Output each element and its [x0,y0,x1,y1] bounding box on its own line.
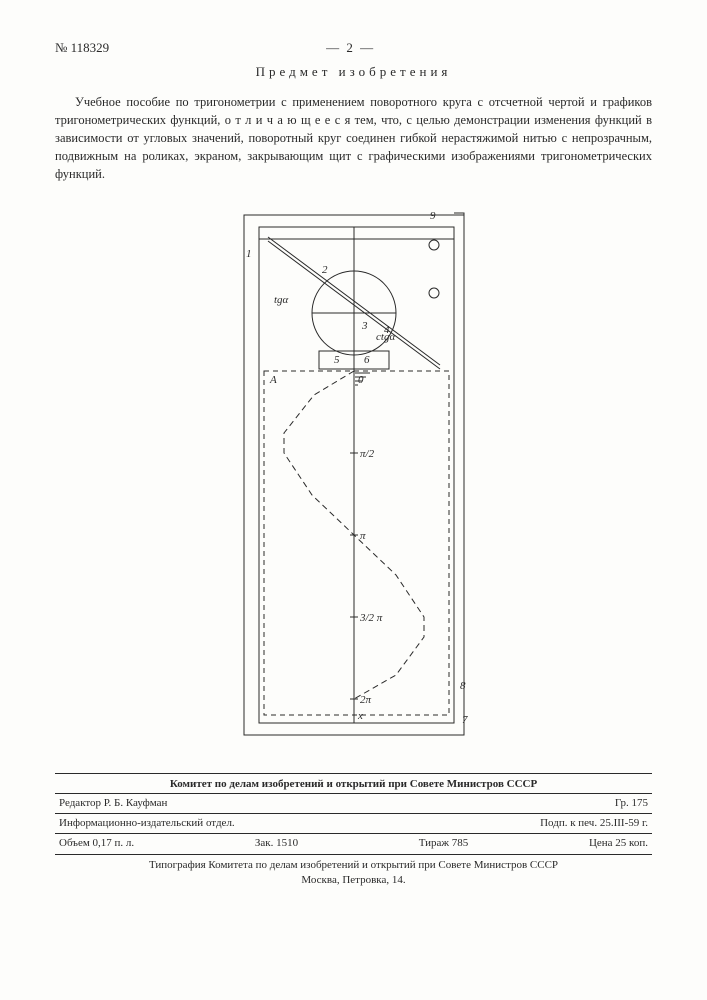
label-8: 8 [460,680,466,692]
print-date: Подп. к печ. 25.III-59 г. [540,816,648,831]
figure-diagram: tgα ctgα 1 2 3 4 5 6 7 8 9 A 0 π/2 π 3/2 [224,195,484,755]
body-paragraph: Учебное пособие по тригонометрии с приме… [55,93,652,184]
label-9: 9 [430,210,436,222]
label-2: 2 [322,264,328,276]
colophon: Комитет по делам изобретений и открытий … [55,773,652,888]
volume: Объем 0,17 п. л. [59,836,134,851]
tick-0: 0 [358,374,364,386]
header-row: № 118329 — 2 — [55,40,652,56]
tick-3pi2: 3/2 π [359,612,383,624]
group-number: Гр. 175 [615,796,648,811]
roller-1 [429,240,439,250]
editor-name: Редактор Р. Б. Кауфман [59,796,167,811]
label-3: 3 [361,320,368,332]
section-title: Предмет изобретения [55,64,652,80]
label-1: 1 [246,248,252,260]
order-num: Зак. 1510 [255,836,298,851]
tick-pi2: π/2 [360,448,375,460]
print-run: Тираж 785 [419,836,469,851]
figure-wrap: tgα ctgα 1 2 3 4 5 6 7 8 9 A 0 π/2 π 3/2 [55,195,652,755]
tick-x: x [357,710,363,722]
committee-line: Комитет по делам изобретений и открытий … [55,773,652,792]
dept-label: Информационно-издательский отдел. [59,816,235,831]
label-7: 7 [462,714,468,726]
label-4: 4 [384,324,390,336]
tick-A: A [269,374,277,386]
info-row-2: Объем 0,17 п. л. Зак. 1510 Тираж 785 Цен… [55,833,652,853]
editor-row: Редактор Р. Б. Кауфман Гр. 175 [55,793,652,813]
footer-line-2: Москва, Петровка, 14. [55,873,652,888]
info-row-1: Информационно-издательский отдел. Подп. … [55,813,652,833]
doc-number: № 118329 [55,40,109,56]
label-6: 6 [364,354,370,366]
tg-label: tgα [274,294,289,306]
page: № 118329 — 2 — Предмет изобретения Учебн… [0,0,707,1000]
price: Цена 25 коп. [589,836,648,851]
page-number: — 2 — [326,40,375,56]
roller-2 [429,288,439,298]
label-5: 5 [334,354,340,366]
tick-pi: π [360,530,366,542]
footer-line-1: Типография Комитета по делам изобретений… [55,858,652,873]
tick-2pi: 2π [360,694,372,706]
footer-block: Типография Комитета по делам изобретений… [55,854,652,889]
